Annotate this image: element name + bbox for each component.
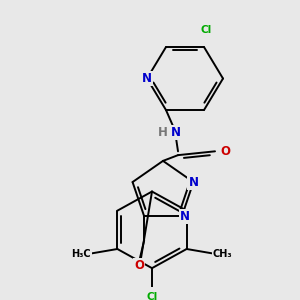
Text: O: O: [134, 259, 144, 272]
Text: N: N: [180, 210, 190, 223]
Text: Cl: Cl: [146, 292, 158, 300]
Text: O: O: [220, 145, 230, 158]
Text: N: N: [188, 176, 198, 189]
Text: N: N: [142, 72, 152, 85]
Text: N: N: [171, 126, 181, 139]
Text: H₃C: H₃C: [71, 249, 91, 259]
Text: CH₃: CH₃: [213, 249, 232, 259]
Text: Cl: Cl: [200, 25, 211, 35]
Text: H: H: [158, 126, 168, 139]
